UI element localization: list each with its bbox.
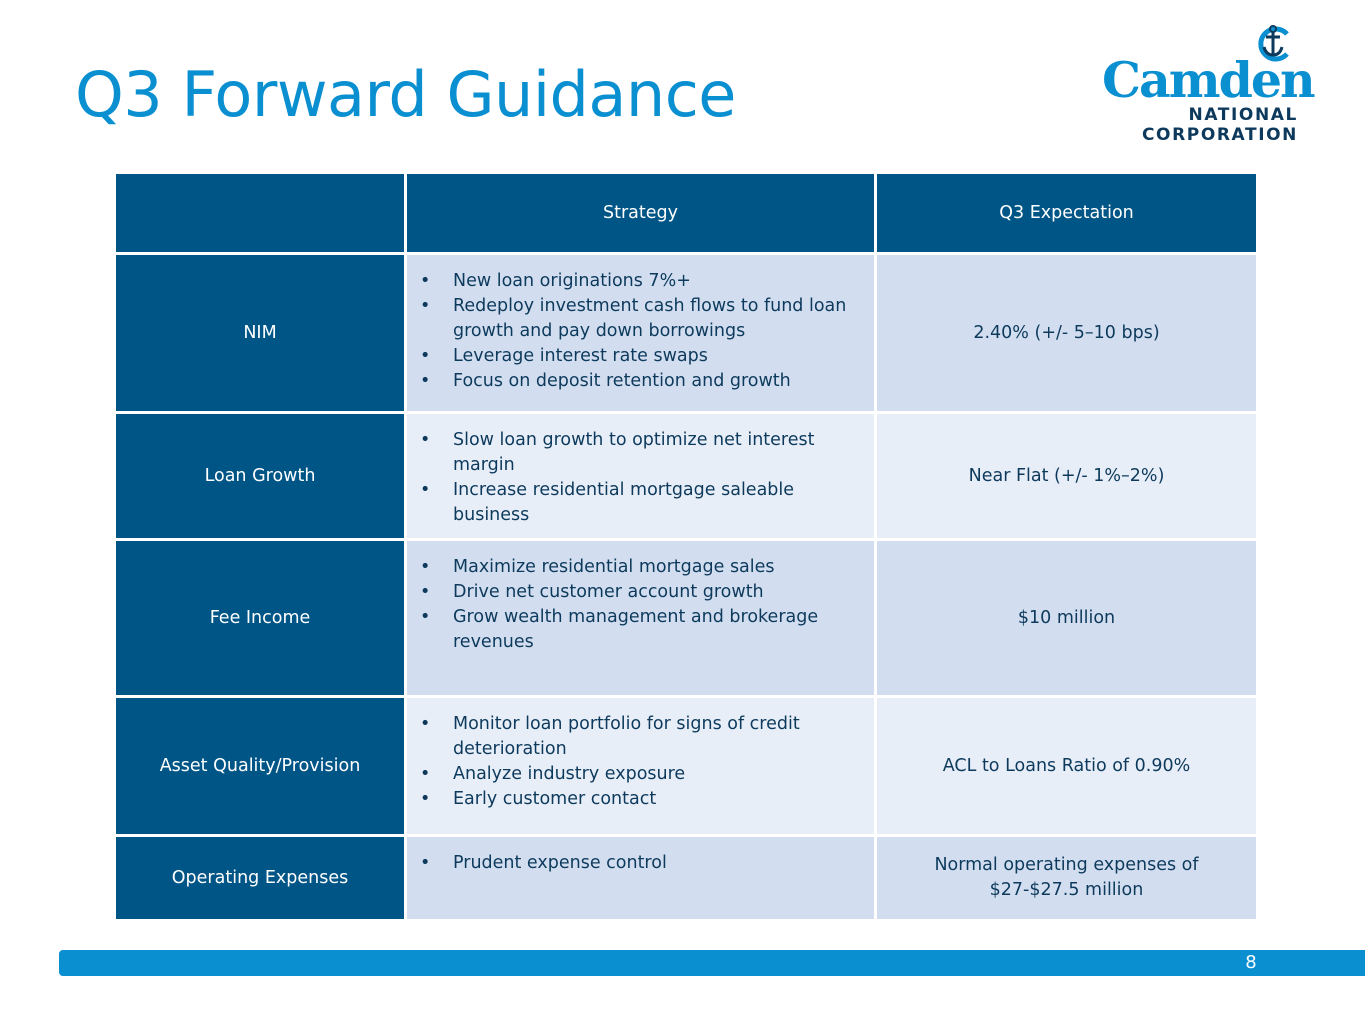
- table-row-nim: NIM New loan originations 7%+ Redeploy i…: [116, 255, 1256, 411]
- strategy-cell-nim: New loan originations 7%+ Redeploy inves…: [407, 255, 874, 411]
- header-empty: [116, 174, 404, 252]
- guidance-table: Strategy Q3 Expectation NIM New loan ori…: [113, 171, 1259, 922]
- strategy-item: Monitor loan portfolio for signs of cred…: [415, 712, 866, 762]
- company-logo: Camden NATIONAL CORPORATION: [1100, 22, 1316, 147]
- strategy-cell-loan-growth: Slow loan growth to optimize net interes…: [407, 414, 874, 538]
- strategy-cell-fee-income: Maximize residential mortgage sales Driv…: [407, 541, 874, 695]
- expectation-loan-growth: Near Flat (+/- 1%–2%): [877, 414, 1256, 538]
- expectation-asset-quality: ACL to Loans Ratio of 0.90%: [877, 698, 1256, 834]
- strategy-item: Analyze industry exposure: [415, 762, 866, 787]
- strategy-item: Increase residential mortgage saleable b…: [415, 478, 866, 528]
- row-label-nim: NIM: [116, 255, 404, 411]
- strategy-item: Early customer contact: [415, 787, 866, 812]
- strategy-list: Slow loan growth to optimize net interes…: [415, 428, 866, 528]
- strategy-item: Drive net customer account growth: [415, 580, 866, 605]
- strategy-item: Slow loan growth to optimize net interes…: [415, 428, 866, 478]
- strategy-list: Maximize residential mortgage sales Driv…: [415, 555, 866, 655]
- strategy-item: New loan originations 7%+: [415, 269, 866, 294]
- strategy-list: Prudent expense control: [415, 851, 866, 876]
- strategy-list: Monitor loan portfolio for signs of cred…: [415, 712, 866, 812]
- anchor-icon: [1258, 25, 1289, 62]
- strategy-item: Focus on deposit retention and growth: [415, 369, 866, 394]
- row-label-operating-expenses: Operating Expenses: [116, 837, 404, 919]
- logo-subtitle-corporation: CORPORATION: [1141, 125, 1298, 145]
- strategy-cell-operating-expenses: Prudent expense control: [407, 837, 874, 919]
- strategy-item: Leverage interest rate swaps: [415, 344, 866, 369]
- strategy-item: Redeploy investment cash flows to fund l…: [415, 294, 866, 344]
- row-label-fee-income: Fee Income: [116, 541, 404, 695]
- strategy-cell-asset-quality: Monitor loan portfolio for signs of cred…: [407, 698, 874, 834]
- table-header-row: Strategy Q3 Expectation: [116, 174, 1256, 252]
- logo-subtitle-national: NATIONAL: [1188, 105, 1298, 125]
- footer-bar: [59, 950, 1365, 976]
- strategy-item: Grow wealth management and brokerage rev…: [415, 605, 866, 655]
- expectation-operating-expenses: Normal operating expenses of $27-$27.5 m…: [877, 837, 1256, 919]
- expectation-fee-income: $10 million: [877, 541, 1256, 695]
- row-label-loan-growth: Loan Growth: [116, 414, 404, 538]
- table-row-loan-growth: Loan Growth Slow loan growth to optimize…: [116, 414, 1256, 538]
- header-q3-expectation: Q3 Expectation: [877, 174, 1256, 252]
- logo-wordmark: Camden: [1102, 51, 1316, 109]
- expectation-nim: 2.40% (+/- 5–10 bps): [877, 255, 1256, 411]
- table-row-fee-income: Fee Income Maximize residential mortgage…: [116, 541, 1256, 695]
- page-number: 8: [1245, 952, 1257, 973]
- strategy-item: Maximize residential mortgage sales: [415, 555, 866, 580]
- row-label-asset-quality: Asset Quality/Provision: [116, 698, 404, 834]
- table-row-asset-quality: Asset Quality/Provision Monitor loan por…: [116, 698, 1256, 834]
- strategy-list: New loan originations 7%+ Redeploy inves…: [415, 269, 866, 394]
- slide-title: Q3 Forward Guidance: [75, 58, 736, 131]
- strategy-item: Prudent expense control: [415, 851, 866, 876]
- table-row-operating-expenses: Operating Expenses Prudent expense contr…: [116, 837, 1256, 919]
- header-strategy: Strategy: [407, 174, 874, 252]
